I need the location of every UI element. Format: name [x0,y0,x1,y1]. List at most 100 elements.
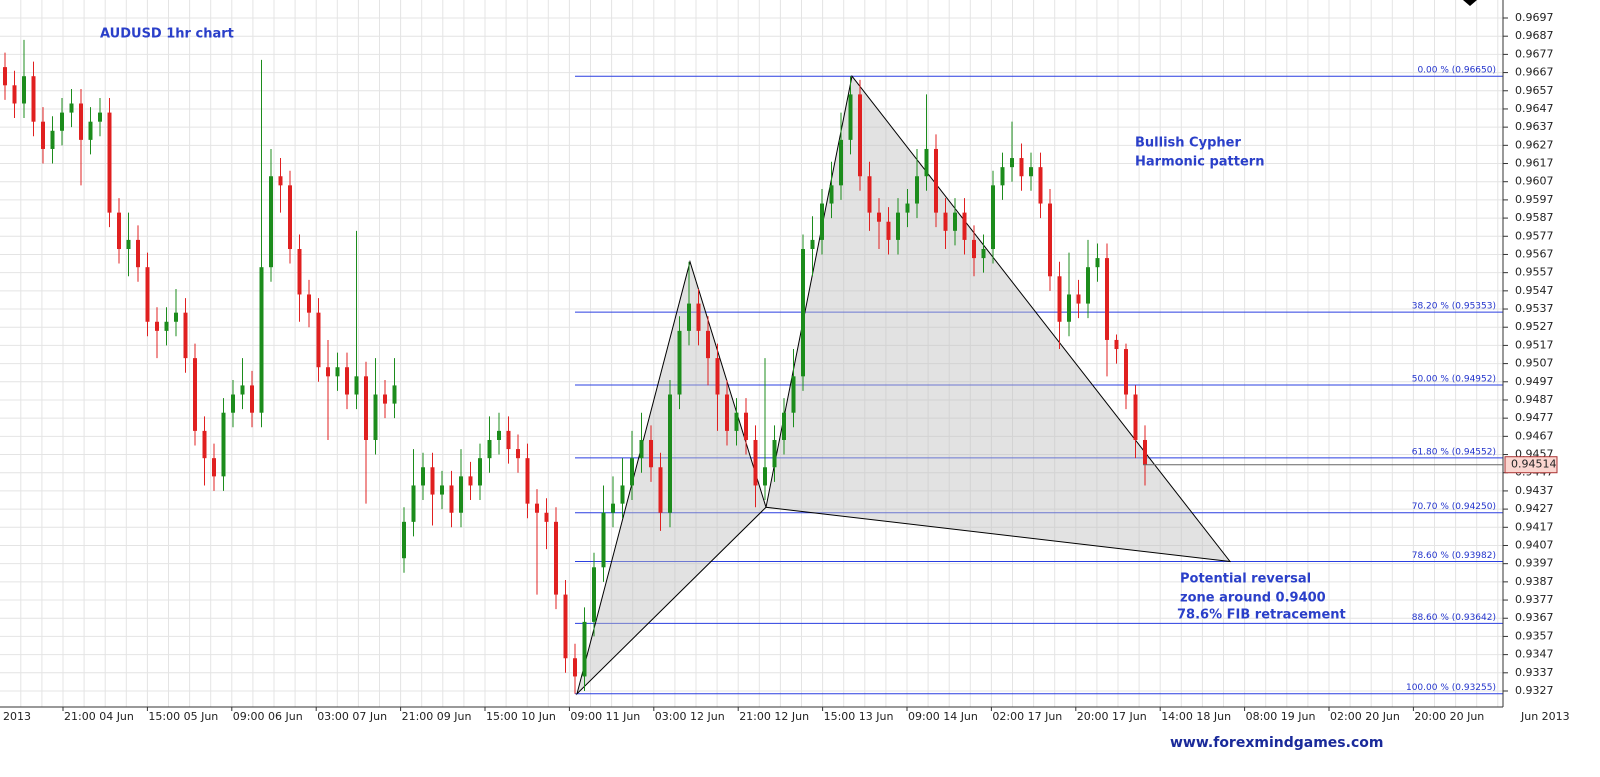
candle-body [22,76,26,104]
candle-body [430,467,435,495]
candles [3,39,1147,694]
x-tick-label: 2013 [3,710,31,723]
candle-body [953,212,957,231]
y-tick-label: 0.9357 [1515,629,1554,642]
candle-body [725,394,729,431]
candle-body [620,485,625,504]
candle-body [136,239,140,268]
y-tick-label: 0.9657 [1515,84,1554,97]
candle-body [12,85,17,104]
candle-body [326,367,330,377]
website: www.forexmindgames.com [1170,735,1383,751]
candle-body [991,185,995,250]
y-tick-label: 0.9617 [1515,157,1554,170]
x-tick-label: 21:00 04 Jun [64,710,134,723]
candle-body [848,94,853,140]
candle-body [1019,158,1024,177]
candle-body [345,367,349,395]
candle-body [392,385,397,404]
candle-body [972,239,976,259]
candle-body [544,512,549,522]
candle-body [221,412,226,477]
candle-body [440,485,444,495]
candle-body [896,212,900,240]
candle-body [1114,339,1119,350]
candle-body [782,412,786,440]
candle-body [240,385,245,395]
x-tick-label: 14:00 18 Jun [1161,710,1231,723]
candle-body [1029,167,1033,177]
candle-body [506,430,511,450]
y-tick-label: 0.9497 [1515,375,1554,388]
fib-label: 100.00 % (0.93255) [1406,683,1496,693]
fib-label: 78.60 % (0.93982) [1412,551,1496,561]
x-tick-label: Jun 2013 [1520,710,1570,723]
y-tick-label: 0.9397 [1515,557,1554,570]
y-tick-label: 0.9637 [1515,120,1554,133]
candle-body [1086,267,1090,304]
candle-body [668,394,672,513]
candle-body [145,267,150,322]
y-tick-label: 0.9627 [1515,138,1554,151]
y-tick-label: 0.9567 [1515,247,1554,260]
candle-body [934,148,938,213]
candle-body [753,439,758,486]
candle-body [639,439,644,459]
annotation: 78.6% FIB retracement [1177,608,1346,623]
y-tick-label: 0.9587 [1515,211,1554,224]
annotation: Bullish Cypher [1135,136,1241,151]
candle-body [411,485,416,522]
candle-body [525,458,530,504]
fib-label: 70.70 % (0.94250) [1412,502,1496,512]
candle-body [31,76,36,122]
fib-label: 50.00 % (0.94952) [1412,375,1496,385]
candle-body [373,394,378,440]
candle-body [316,312,321,368]
last-price-box [1504,456,1558,474]
y-tick-label: 0.9477 [1515,411,1554,424]
y-tick-label: 0.9607 [1515,175,1554,188]
candle-body [867,176,872,213]
y-tick-label: 0.9517 [1515,338,1554,351]
candle-body [183,312,188,359]
candle-body [905,203,910,213]
candle-body [791,376,796,413]
candle-body [60,112,64,131]
candle-body [592,567,596,622]
x-tick-label: 03:00 07 Jun [317,710,387,723]
grid [0,0,1503,707]
candle-body [164,321,169,331]
candle-body [459,476,463,513]
candle-body [174,312,178,322]
candle-body [1038,167,1043,204]
y-tick-label: 0.9347 [1515,648,1554,661]
y-tick-label: 0.9437 [1515,484,1554,497]
candle-body [1095,258,1100,268]
y-tick-label: 0.9377 [1515,593,1554,606]
candle-body [810,239,815,250]
x-tick-label: 02:00 17 Jun [992,710,1062,723]
candle-body [715,358,720,395]
y-tick-label: 0.9487 [1515,393,1554,406]
y-tick-label: 0.9507 [1515,357,1554,370]
fib-label: 0.00 % (0.96650) [1417,66,1496,76]
candle-body [1076,294,1081,304]
candle-body [212,458,216,477]
candle-body [535,503,539,513]
candle-body [269,176,273,268]
y-tick-label: 0.9527 [1515,320,1554,333]
candle-body [107,112,112,213]
candle-body [858,94,862,177]
y-tick-label: 0.9687 [1515,29,1554,42]
y-tick-label: 0.9337 [1515,666,1554,679]
x-tick-label: 15:00 10 Jun [486,710,556,723]
candle-body [772,439,777,468]
y-tick-label: 0.9327 [1515,684,1554,697]
candle-body [50,130,55,149]
fib-levels: 0.00 % (0.96650) 38.20 % (0.95353) 50.00 %… [575,66,1503,695]
candle-body [487,439,492,459]
candle-body [126,239,131,250]
candle-body [763,467,767,486]
candle-body [288,185,292,250]
